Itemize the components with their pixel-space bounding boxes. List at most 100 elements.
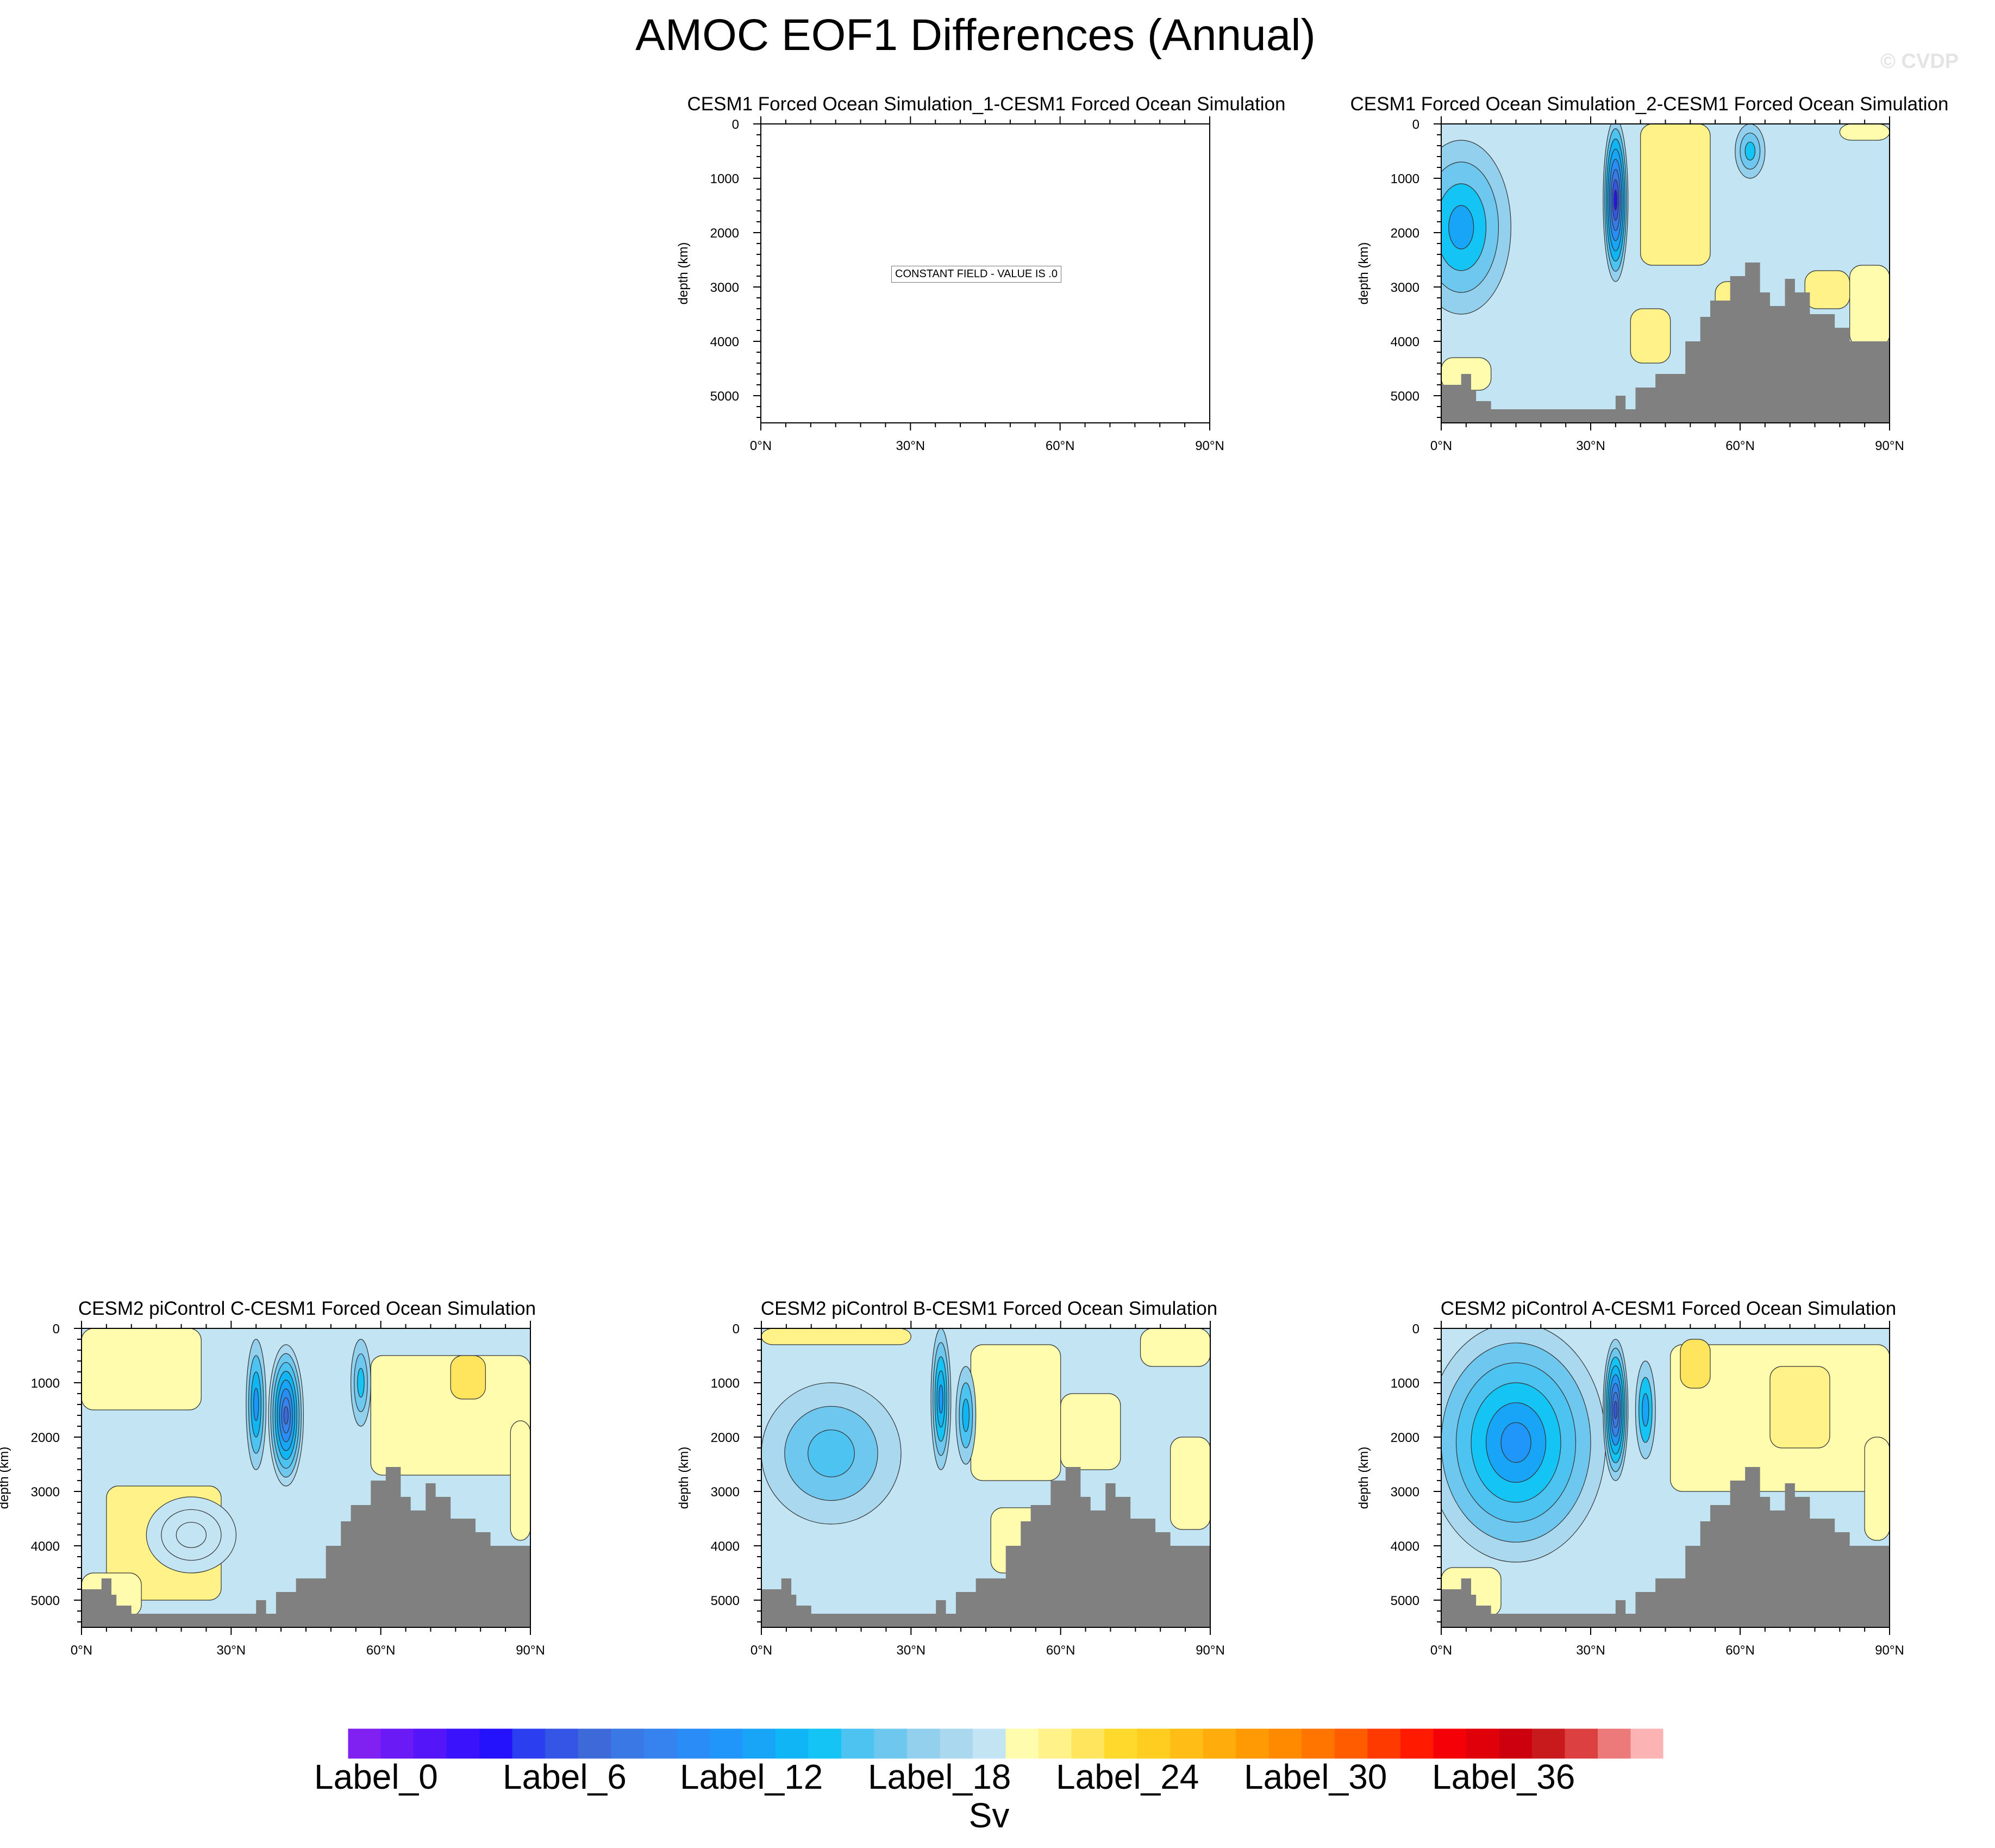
colorbar-label-30: Label_30 (1244, 1757, 1387, 1796)
anomaly-region-1 (1640, 124, 1711, 266)
panel-3-field (82, 1328, 530, 1627)
panel-2-field (1441, 124, 1890, 423)
panel-5: 0°N 30°N 60°N 90°N 0 1000 2000 3000 4000 5000 dept… (1356, 1321, 1904, 1658)
x-tick-label: 30°N (897, 1643, 926, 1658)
colorbar-box-16 (874, 1728, 908, 1759)
y-tick-label: 3000 (1391, 280, 1419, 295)
y-tick-label: 1000 (1391, 1376, 1419, 1391)
y-tick-label: 0 (53, 1322, 60, 1337)
anomaly-region-4 (1804, 270, 1850, 309)
y-axis-label: depth (km) (1356, 1447, 1371, 1509)
colorbar-box-36 (1531, 1728, 1565, 1759)
y-tick-label: 3000 (1391, 1485, 1419, 1500)
colorbar-box-31 (1367, 1728, 1401, 1759)
y-tick-label: 2000 (1391, 226, 1419, 241)
anomaly-region-4 (1864, 1437, 1890, 1541)
colorbar-box-3 (446, 1728, 480, 1759)
colorbar-box-1 (380, 1728, 414, 1759)
colorbar-box-7 (578, 1728, 611, 1759)
colorbar-box-24 (1137, 1728, 1171, 1759)
colorbar-box-13 (775, 1728, 809, 1759)
y-axis-label: depth (km) (677, 1447, 691, 1509)
colorbar-box-30 (1334, 1728, 1368, 1759)
colorbar-box-27 (1236, 1728, 1269, 1759)
colorbar-box-10 (677, 1728, 710, 1759)
y-tick-label: 4000 (1391, 335, 1419, 349)
ocean-bottom-land (82, 1467, 530, 1627)
y-tick-label: 1000 (711, 1376, 740, 1391)
contour-peak-3-ring-3 (357, 1368, 365, 1398)
colorbar-box-12 (742, 1728, 776, 1759)
panel-4: 0°N 30°N 60°N 90°N 0 1000 2000 3000 4000 5000 dept… (677, 1321, 1225, 1658)
y-tick-label: 5000 (31, 1594, 60, 1608)
x-tick-label: 30°N (217, 1643, 246, 1658)
ocean-bottom-land (1441, 263, 1890, 423)
anomaly-region-1 (82, 1328, 202, 1410)
x-tick-label: 0°N (751, 1643, 772, 1658)
y-tick-label: 0 (1412, 117, 1419, 132)
x-tick-label: 90°N (1875, 1643, 1904, 1658)
anomaly-region-6 (1839, 124, 1890, 141)
x-tick-label: 60°N (366, 1643, 396, 1658)
colorbar-box-4 (479, 1728, 513, 1759)
colorbar-box-29 (1302, 1728, 1335, 1759)
anomaly-region-1 (970, 1344, 1061, 1481)
colorbar-label-12: Label_12 (680, 1757, 823, 1796)
colorbar-label-6: Label_6 (503, 1757, 627, 1796)
colorbar-box-18 (940, 1728, 973, 1759)
y-tick-label: 5000 (711, 1594, 740, 1608)
contour-peak-2-ring-4 (1448, 205, 1474, 249)
y-tick-label: 5000 (1391, 389, 1419, 404)
contour-peak-3-ring-3 (808, 1429, 855, 1477)
cvdp-watermark: © CVDP (1880, 50, 1959, 73)
colorbar-box-35 (1499, 1728, 1533, 1759)
y-tick-label: 5000 (710, 389, 739, 404)
colorbar-box-39 (1630, 1728, 1664, 1759)
y-tick-label: 5000 (1391, 1594, 1419, 1608)
colorbar (347, 1728, 1664, 1759)
colorbar-box-32 (1400, 1728, 1434, 1759)
contour-peak-2-ring-8 (1613, 1401, 1618, 1419)
colorbar-box-23 (1104, 1728, 1138, 1759)
colorbar-box-25 (1170, 1728, 1204, 1759)
x-tick-label: 0°N (1430, 439, 1452, 453)
x-tick-label: 90°N (1195, 439, 1224, 453)
anomaly-region-5 (510, 1420, 530, 1541)
ocean-bottom-land (761, 1467, 1210, 1627)
panel-4-field (761, 1328, 1210, 1627)
x-tick-label: 90°N (1196, 1643, 1225, 1658)
colorbar-box-19 (972, 1728, 1006, 1759)
y-tick-label: 0 (1412, 1322, 1419, 1337)
y-tick-label: 1000 (31, 1376, 60, 1391)
x-tick-label: 60°N (1046, 439, 1075, 453)
x-tick-label: 90°N (516, 1643, 545, 1658)
colorbar-box-33 (1433, 1728, 1467, 1759)
contour-peak-4-ring-3 (176, 1522, 207, 1548)
y-tick-label: 3000 (710, 280, 739, 295)
anomaly-region-4 (450, 1355, 486, 1400)
x-tick-label: 90°N (1875, 439, 1904, 453)
x-tick-label: 30°N (896, 439, 925, 453)
figure-title: AMOC EOF1 Differences (Annual) (635, 10, 1316, 60)
x-tick-label: 0°N (71, 1643, 92, 1658)
colorbar-box-22 (1071, 1728, 1105, 1759)
y-axis-label: depth (km) (0, 1447, 11, 1509)
colorbar-units: Sv (968, 1796, 1010, 1835)
y-tick-label: 4000 (1391, 1539, 1419, 1554)
y-tick-label: 1000 (1391, 172, 1419, 186)
x-tick-label: 60°N (1725, 1643, 1755, 1658)
panel-5-field (1441, 1328, 1890, 1627)
y-tick-label: 2000 (1391, 1431, 1419, 1445)
colorbar-label-0: Label_0 (314, 1757, 438, 1796)
y-axis-label: depth (km) (676, 242, 691, 305)
colorbar-box-0 (348, 1728, 382, 1759)
y-tick-label: 2000 (31, 1431, 60, 1445)
panel-3-title: CESM2 piControl C-CESM1 Forced Ocean Sim… (78, 1298, 536, 1319)
contour-peak-1-ring-8 (1613, 189, 1618, 211)
colorbar-frame (347, 1728, 1664, 1759)
colorbar-box-9 (643, 1728, 677, 1759)
contour-peak-1-ring-8 (283, 1406, 289, 1425)
colorbar-box-26 (1203, 1728, 1236, 1759)
